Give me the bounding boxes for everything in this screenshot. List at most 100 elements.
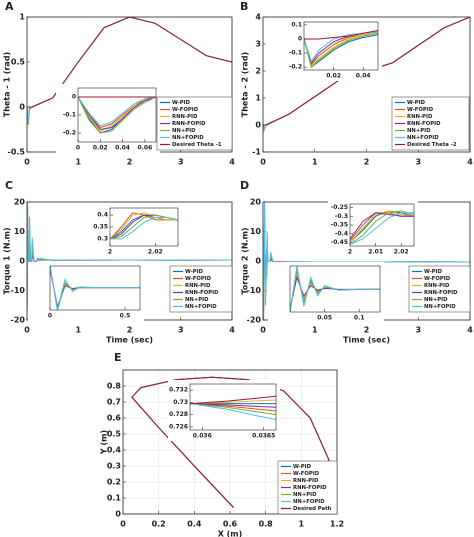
legend-label: W-FOPID — [293, 471, 320, 477]
series-line — [110, 217, 178, 240]
panel-label: C — [5, 179, 13, 192]
inset-background — [28, 262, 144, 321]
legend-box — [169, 265, 233, 313]
x-tick-label: 2 — [348, 249, 352, 256]
x-tick-label: 0.06 — [137, 145, 152, 152]
y-tick-label: 0.2 — [107, 478, 121, 487]
y-tick-label: 0.73 — [173, 399, 188, 406]
x-tick-label: 2 — [108, 249, 112, 256]
panel-label: B — [240, 0, 248, 13]
y-tick-label: -0.3 — [335, 213, 348, 220]
series-line — [304, 32, 378, 69]
x-tick-label: 0 — [76, 145, 80, 152]
series-line — [78, 96, 156, 134]
legend-label: RNN-FOPID — [407, 121, 441, 127]
y-tick-label: -10 — [247, 286, 262, 295]
legend-label: RNN-FOPID — [293, 485, 327, 491]
x-tick-label: 0.04 — [356, 73, 371, 80]
legend-label: W-PID — [424, 269, 443, 275]
y-tick-label: 0.1 — [291, 21, 302, 28]
y-tick-label: -20 — [11, 316, 26, 325]
series-line — [78, 96, 156, 130]
y-axis-label: Theta - 2 (rad) — [241, 52, 250, 117]
y-tick-label: -1 — [252, 148, 261, 157]
x-tick-label: 1 — [75, 158, 81, 167]
inset-background — [328, 200, 418, 257]
legend-label: W-PID — [185, 269, 204, 275]
axes-frame — [303, 21, 379, 71]
y-tick-label: 1 — [19, 13, 25, 22]
y-tick-label: 0 — [19, 103, 25, 112]
x-axis-label: Time (sec) — [106, 336, 153, 345]
axes-frame — [262, 16, 471, 153]
y-tick-label: 20 — [14, 198, 26, 207]
y-tick-label: 10 — [14, 227, 26, 236]
legend-label: NN+FOPID — [172, 135, 204, 141]
x-tick-label: 0.05 — [317, 315, 332, 322]
legend-label: RNN-PID — [424, 283, 450, 289]
inset-background — [168, 380, 280, 441]
y-tick-label: 1 — [255, 94, 261, 103]
series-line — [350, 212, 414, 245]
legend-label: RNN-FOPID — [424, 290, 458, 296]
series-line — [290, 266, 380, 312]
y-tick-label: 0.3 — [97, 235, 108, 242]
legend-label: W-PID — [172, 100, 191, 106]
inset-background — [56, 84, 160, 153]
x-tick-label: 0.5 — [120, 313, 131, 320]
series-line — [190, 395, 276, 405]
legend-label: Desired Theta -1 — [172, 142, 222, 148]
inset-axes: 0.726 0.728 0.73 0.732 0.036 0.0365 — [168, 380, 280, 441]
series-line — [50, 266, 140, 310]
y-tick-label: 4 — [255, 13, 261, 22]
x-tick-label: 0.02 — [326, 73, 341, 80]
y-tick-label: 0.8 — [107, 382, 122, 391]
x-tick-label: 4 — [229, 158, 235, 167]
x-tick-label: 4 — [467, 158, 473, 167]
inset-axes: 0 -0.1 -0.2 0 0.02 0.04 0.06 — [56, 84, 160, 153]
y-tick-label: 0 — [298, 35, 302, 42]
inset-axes: 0.1 0 -0.1 -0.2 0.02 0.04 — [282, 18, 382, 81]
x-tick-label: 0.2 — [152, 520, 166, 529]
series-line — [190, 403, 276, 416]
x-tick-label: 0.6 — [223, 520, 238, 529]
x-tick-label: 2.02 — [148, 249, 163, 256]
legend-label: RNN-PID — [185, 283, 211, 289]
y-tick-label: 0 — [19, 257, 25, 266]
y-tick-label: -20 — [247, 316, 262, 325]
x-tick-label: 0 — [120, 520, 126, 529]
x-tick-label: 2 — [127, 158, 133, 167]
x-tick-label: 2 — [127, 326, 133, 335]
inset-axes: -0.25 -0.3 -0.35-0.4 -0.452 2.01 2.02 — [328, 200, 418, 257]
x-tick-label: 0.02 — [93, 145, 108, 152]
legend-label: NN+FOPID — [293, 499, 325, 505]
x-tick-label: 2.02 — [394, 249, 409, 256]
x-tick-label: 1 — [299, 520, 305, 529]
y-tick-label: 0.726 — [169, 423, 188, 430]
x-tick-label: 3 — [415, 158, 421, 167]
axes-frame — [349, 203, 415, 247]
inset-axes: 0 0.5 — [28, 262, 144, 321]
x-tick-label: 4 — [467, 326, 473, 335]
legend-box — [408, 265, 471, 313]
legend-label: W-PID — [293, 464, 312, 470]
legend-label: RNN-PID — [407, 114, 433, 120]
y-tick-label: 0.1 — [107, 494, 122, 503]
legend: W-PIDW-FOPIDRNN-PIDRNN-FOPIDNN+PIDNN+FOP… — [169, 265, 233, 313]
x-tick-label: 3 — [178, 158, 184, 167]
x-tick-label: 2 — [364, 158, 370, 167]
y-tick-label: 0 — [255, 257, 261, 266]
y-tick-label: 0.5 — [107, 430, 122, 439]
y-axis-label: Torque 2 (N.m) — [241, 227, 250, 294]
legend-label: RNN-FOPID — [185, 290, 219, 296]
x-tick-label: 0 — [24, 326, 30, 335]
y-tick-label: 3 — [255, 40, 261, 49]
x-tick-label: 0.0365 — [252, 433, 275, 440]
series-line — [350, 210, 414, 243]
legend: W-PIDW-FOPIDRNN-PIDRNN-FOPIDNN+PIDNN+FOP… — [408, 265, 471, 313]
legend-label: RNN-PID — [172, 114, 198, 120]
panel-label: D — [240, 179, 249, 192]
legend: W-PIDW-FOPIDRNN-PIDRNN-FOPIDNN+PIDNN+FOP… — [277, 460, 338, 515]
